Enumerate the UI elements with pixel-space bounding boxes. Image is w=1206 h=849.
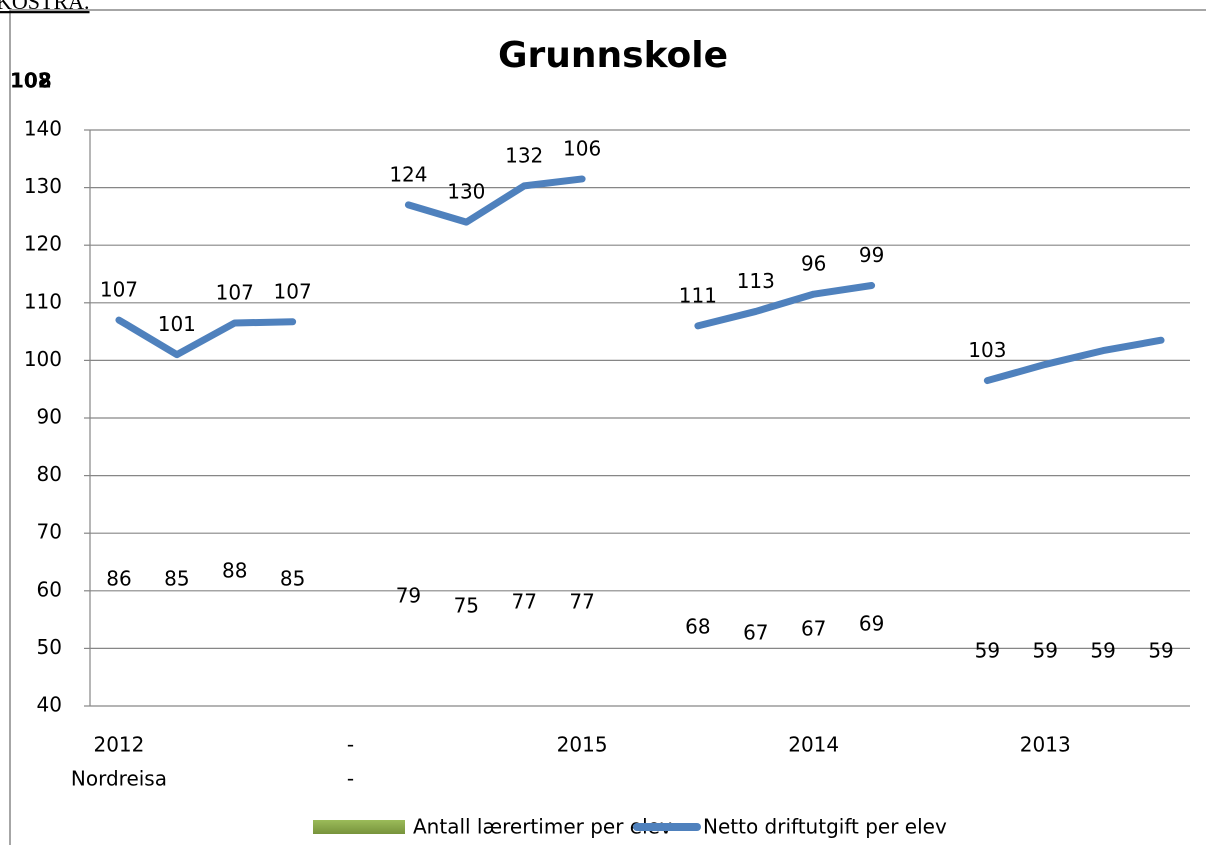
chart-frame [9, 9, 1206, 849]
point-label: 106 [563, 136, 601, 160]
point-label: 107 [100, 278, 138, 302]
point-label: 111 [679, 283, 717, 307]
y-tick-label: 70 [37, 520, 62, 544]
line-series [983, 336, 1165, 385]
data-label: 67 [801, 617, 826, 641]
y-tick-label: 50 [37, 635, 62, 659]
line-series [115, 316, 297, 359]
point-label: 99 [859, 243, 884, 267]
y-tick-label: 40 [37, 693, 62, 717]
line-series [694, 282, 876, 330]
x-tick-label: 2015 [557, 733, 608, 757]
legend-label: Antall lærertimer per elev [413, 815, 672, 839]
chart-title: Grunnskole [498, 35, 728, 76]
y-tick-label: 120 [24, 232, 62, 256]
data-label: 59 [1148, 639, 1173, 663]
point-label: 132 [505, 143, 543, 167]
overlap-label: 102 [10, 69, 52, 93]
point-label: 101 [158, 312, 196, 336]
y-tick-label: 90 [37, 405, 62, 429]
data-label: 85 [280, 567, 305, 591]
point-label: 96 [801, 252, 826, 276]
y-tick-label: 60 [37, 577, 62, 601]
y-tick-label: 140 [24, 117, 62, 141]
point-label: 113 [737, 269, 775, 293]
data-label: 85 [164, 567, 189, 591]
point-label: 107 [274, 279, 312, 303]
y-tick-label: 100 [24, 347, 62, 371]
x-tick-label: 2013 [1020, 733, 1071, 757]
y-tick-label: 130 [24, 174, 62, 198]
x-tick-label: 2014 [788, 733, 839, 757]
legend-label: Netto driftutgift per elev [703, 815, 947, 839]
header: KOSTRA. [0, 0, 90, 14]
line-series [404, 175, 586, 226]
data-label: 86 [106, 567, 131, 591]
data-label: 75 [454, 594, 479, 618]
point-label: 103 [968, 338, 1006, 362]
data-label: 77 [511, 590, 536, 614]
point-label: 107 [216, 280, 254, 304]
x-tick-label-2: - [347, 767, 354, 791]
y-tick-label: 80 [37, 462, 62, 486]
data-label: 59 [1033, 639, 1058, 663]
data-label: 59 [975, 639, 1000, 663]
point-label: 130 [447, 180, 485, 204]
data-label: 69 [859, 612, 884, 636]
point-label: 124 [389, 162, 427, 186]
data-label: 59 [1090, 639, 1115, 663]
data-label: 77 [569, 590, 594, 614]
y-tick-label: 110 [24, 289, 62, 313]
legend-swatch [313, 820, 405, 834]
x-tick-label: 2012 [93, 733, 144, 757]
data-label: 67 [743, 621, 768, 645]
x-tick-label: - [347, 733, 354, 757]
data-label: 88 [222, 559, 247, 583]
data-label: 79 [396, 584, 421, 608]
overlap-label: 108 [10, 69, 52, 93]
x-tick-label-2: Nordreisa [71, 767, 167, 791]
data-label: 68 [685, 615, 710, 639]
